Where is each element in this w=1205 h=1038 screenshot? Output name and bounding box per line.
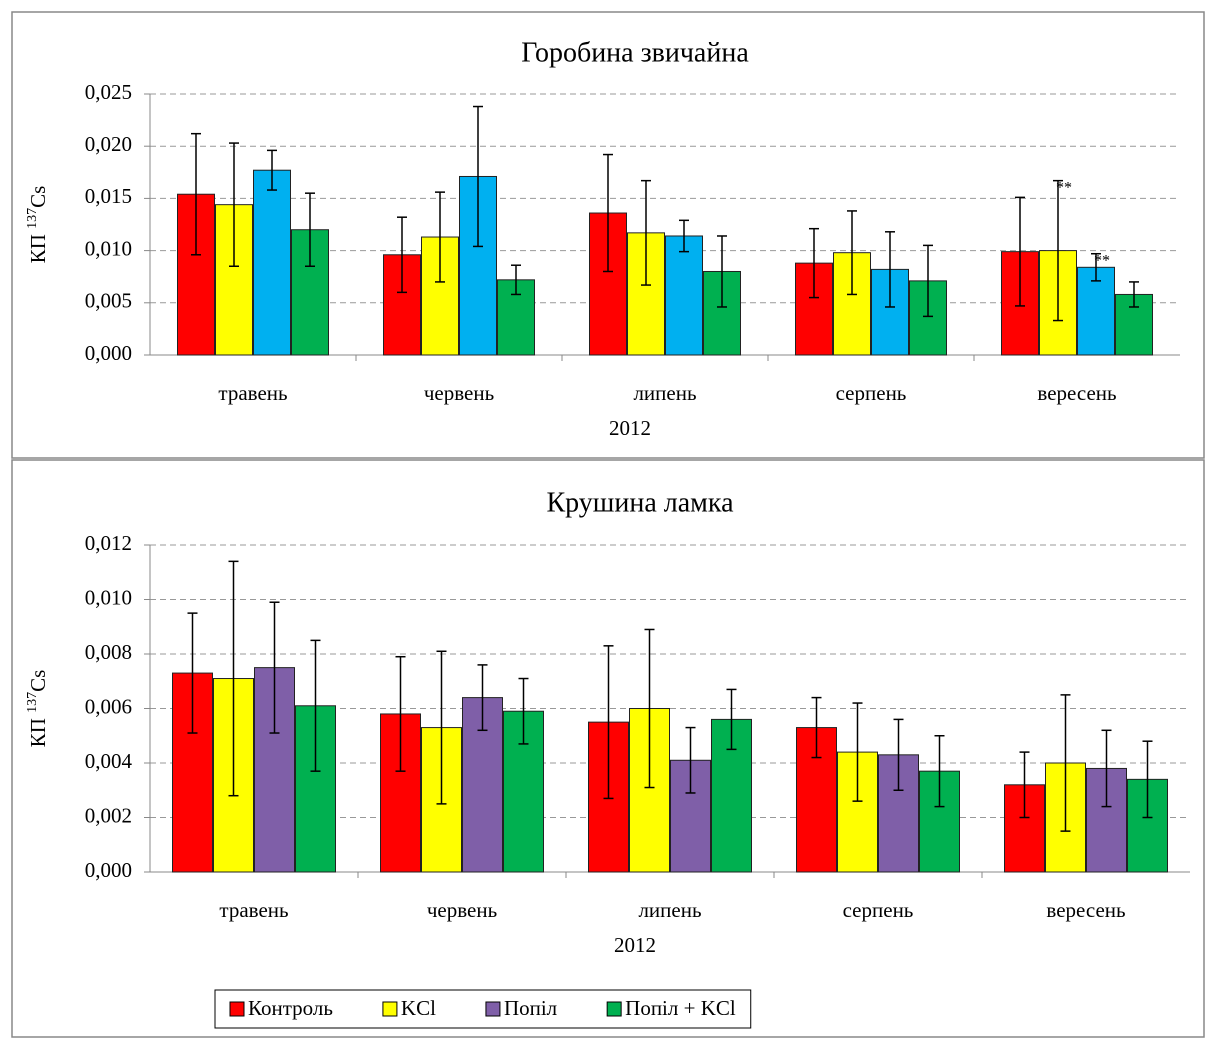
y-label-part: КП (26, 229, 50, 263)
legend-swatch (606, 1001, 622, 1017)
y-tick-label: 0,005 (85, 289, 132, 313)
y-tick-label: 0,002 (85, 803, 132, 827)
y-label-part: 137 (25, 208, 40, 229)
x-tick-label: вересень (1046, 898, 1125, 922)
y-tick-label: 0,020 (85, 132, 132, 156)
bar (1077, 266, 1115, 356)
legend-swatch (229, 1001, 245, 1017)
annotation: ** (1094, 252, 1110, 269)
y-axis-label: КП 137Cs (25, 670, 50, 748)
x-tick-label: серпень (843, 898, 914, 922)
x-axis-label: 2012 (609, 416, 651, 440)
legend-swatch (485, 1001, 501, 1017)
bar (253, 169, 291, 356)
bar (503, 710, 544, 873)
y-tick-label: 0,010 (85, 236, 132, 260)
legend: Контроль KCl Попіл Попіл + KCl (214, 989, 752, 1029)
y-tick-label: 0,008 (85, 640, 132, 664)
x-tick-label: травень (219, 898, 288, 922)
y-tick-label: 0,012 (85, 531, 132, 555)
y-tick-label: 0,025 (85, 80, 132, 104)
y-axis-label: КП 137Cs (25, 186, 50, 264)
y-label-part: 137 (25, 692, 40, 713)
x-tick-label: червень (424, 381, 494, 405)
legend-label: Контроль (248, 996, 333, 1020)
bar (665, 235, 703, 356)
legend-label: KCl (401, 996, 436, 1020)
y-label-part: КП (26, 713, 50, 747)
legend-label: Попіл + KCl (625, 996, 736, 1020)
bar (380, 713, 421, 873)
y-label-part: Cs (26, 186, 50, 208)
annotation: ** (1056, 179, 1072, 196)
y-tick-label: 0,004 (85, 749, 133, 773)
x-tick-label: вересень (1037, 381, 1116, 405)
x-tick-label: травень (218, 381, 287, 405)
chart-title: Горобина звичайна (521, 37, 749, 68)
y-label-part: Cs (26, 670, 50, 692)
x-tick-label: липень (638, 898, 701, 922)
bar (172, 672, 213, 873)
legend-box (214, 989, 752, 1029)
y-tick-label: 0,000 (85, 341, 132, 365)
bar (254, 667, 295, 873)
y-tick-label: 0,000 (85, 858, 132, 882)
chart-title: Крушина ламка (547, 487, 735, 518)
bar (459, 175, 497, 356)
x-tick-label: червень (427, 898, 497, 922)
x-tick-label: липень (633, 381, 696, 405)
y-tick-label: 0,015 (85, 184, 132, 208)
bar (703, 270, 741, 356)
legend-label: Попіл (504, 996, 557, 1020)
x-axis-label: 2012 (614, 933, 656, 957)
legend-swatch (382, 1001, 398, 1017)
y-tick-label: 0,010 (85, 585, 132, 609)
y-tick-label: 0,006 (85, 694, 132, 718)
x-tick-label: серпень (836, 381, 907, 405)
